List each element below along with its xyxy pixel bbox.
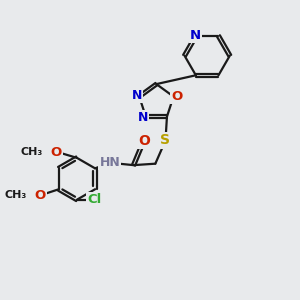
Text: CH₃: CH₃: [4, 190, 27, 200]
Text: O: O: [171, 90, 183, 103]
Text: HN: HN: [99, 156, 120, 169]
Text: O: O: [138, 134, 150, 148]
Text: N: N: [190, 29, 201, 42]
Text: N: N: [138, 111, 148, 124]
Text: O: O: [34, 188, 46, 202]
Text: N: N: [132, 89, 142, 102]
Text: O: O: [50, 146, 62, 159]
Text: S: S: [160, 134, 170, 148]
Text: Cl: Cl: [87, 193, 101, 206]
Text: CH₃: CH₃: [20, 147, 43, 158]
